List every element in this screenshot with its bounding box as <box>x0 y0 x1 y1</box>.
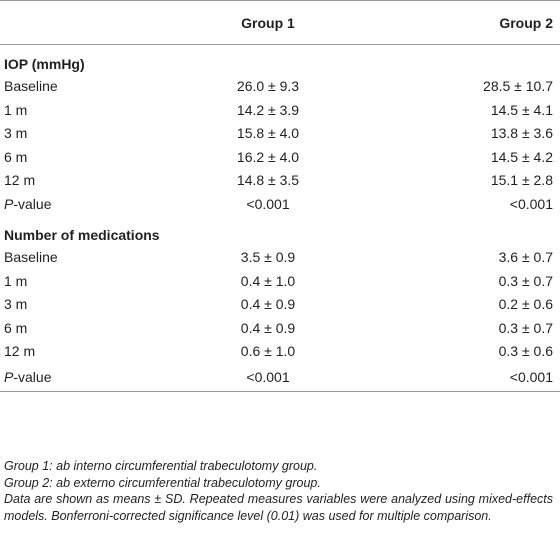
header-row: Group 1 Group 2 <box>0 0 560 45</box>
data-row: 6 m 0.4 ± 0.9 0.3 ± 0.7 <box>0 316 560 340</box>
data-table: Group 1 Group 2 IOP (mmHg) Baseline 26.0 ±… <box>0 0 560 391</box>
data-row: 3 m 0.4 ± 0.9 0.2 ± 0.6 <box>0 293 560 317</box>
row-label: 12 m <box>4 172 36 189</box>
data-row: 12 m 14.8 ± 3.5 15.1 ± 2.8 <box>0 169 560 193</box>
value-cell: 14.5 ± 4.1 <box>490 101 553 118</box>
value-cell: 14.2 ± 3.9 <box>236 101 300 118</box>
data-row: Baseline 26.0 ± 9.3 28.5 ± 10.7 <box>0 75 560 99</box>
value-cell: 26.0 ± 9.3 <box>236 78 300 95</box>
value-cell: 16.2 ± 4.0 <box>236 148 300 165</box>
row-label: P-value <box>0 363 148 391</box>
value-cell: 28.5 ± 10.7 <box>483 78 553 95</box>
data-row: 1 m 0.4 ± 1.0 0.3 ± 0.7 <box>0 269 560 293</box>
data-row: 12 m 0.6 ± 1.0 0.3 ± 0.6 <box>0 340 560 364</box>
value-cell: 0.3 ± 0.6 <box>498 343 553 360</box>
value-cell: 14.8 ± 3.5 <box>236 172 300 189</box>
row-label: Baseline <box>4 249 58 266</box>
value-cell: <0.001 <box>246 368 290 385</box>
table-body: IOP (mmHg) Baseline 26.0 ± 9.3 28.5 ± 10.7 1… <box>0 45 560 391</box>
value-cell: 13.8 ± 3.6 <box>490 125 553 142</box>
value-cell: 15.8 ± 4.0 <box>236 125 300 142</box>
section-title: Number of medications <box>4 226 160 243</box>
value-cell: 3.6 ± 0.7 <box>498 249 553 266</box>
data-row: P-value <0.001 <0.001 <box>0 192 560 216</box>
row-label: 6 m <box>4 148 28 165</box>
row-label: 3 m <box>4 125 28 142</box>
footnotes: Group 1: ab interno circumferential trab… <box>4 458 553 524</box>
value-cell: 0.2 ± 0.6 <box>498 296 553 313</box>
value-cell: 0.4 ± 0.9 <box>240 319 296 336</box>
value-cell: 0.4 ± 1.0 <box>240 272 296 289</box>
value-cell: 14.5 ± 4.2 <box>490 148 553 165</box>
row-label: 1 m <box>4 101 28 118</box>
section-row: Number of medications <box>0 216 560 246</box>
data-row: 6 m 16.2 ± 4.0 14.5 ± 4.2 <box>0 145 560 169</box>
row-label: Baseline <box>4 78 58 95</box>
data-row: P-value <0.001 <0.001 <box>0 363 560 391</box>
data-row: 1 m 14.2 ± 3.9 14.5 ± 4.1 <box>0 98 560 122</box>
row-label: 1 m <box>4 272 28 289</box>
row-label: 3 m <box>4 296 28 313</box>
section-title: IOP (mmHg) <box>4 55 85 72</box>
footnote: Group 2: ab externo circumferential trab… <box>4 475 321 490</box>
value-cell: 3.5 ± 0.9 <box>240 249 296 266</box>
value-cell: <0.001 <box>246 195 290 212</box>
header-cell: Group 1 <box>241 14 295 31</box>
row-label: 6 m <box>4 319 28 336</box>
data-row: Baseline 3.5 ± 0.9 3.6 ± 0.7 <box>0 246 560 270</box>
row-label: 12 m <box>4 343 36 360</box>
value-cell: <0.001 <box>509 368 553 385</box>
label-text: -value <box>13 368 52 385</box>
header-cell <box>0 1 148 45</box>
italic-text: P <box>4 195 14 212</box>
section-row: IOP (mmHg) <box>0 45 560 75</box>
header-cell: Group 2 <box>499 14 553 31</box>
value-cell: 0.6 ± 1.0 <box>240 343 296 360</box>
row-label: P-value <box>0 192 148 216</box>
value-cell: 15.1 ± 2.8 <box>490 172 553 189</box>
value-cell: 0.3 ± 0.7 <box>498 272 553 289</box>
footnote: Group 1: ab interno circumferential trab… <box>4 459 318 473</box>
label-text: -value <box>13 195 52 212</box>
italic-text: P <box>4 368 14 385</box>
data-row: 3 m 15.8 ± 4.0 13.8 ± 3.6 <box>0 122 560 146</box>
footnote: Data are shown as means ± SD. Repeated m… <box>4 492 553 523</box>
value-cell: <0.001 <box>509 195 553 212</box>
value-cell: 0.4 ± 0.9 <box>240 296 296 313</box>
value-cell: 0.3 ± 0.7 <box>498 319 553 336</box>
